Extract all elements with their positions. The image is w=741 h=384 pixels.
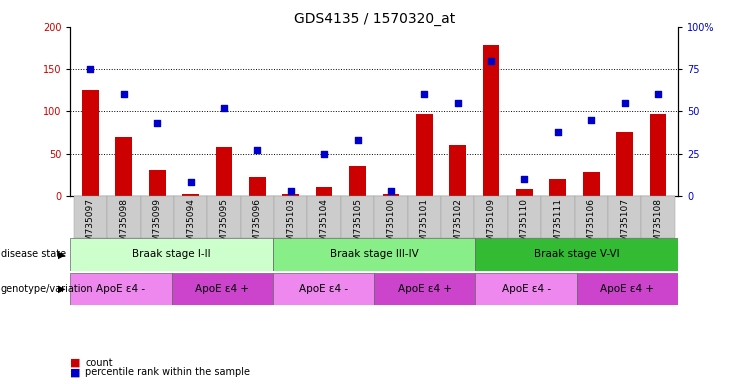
- Point: [419, 91, 431, 98]
- Bar: [476, 273, 576, 305]
- Bar: [650, 114, 666, 196]
- Bar: [474, 196, 508, 238]
- Point: [452, 100, 464, 106]
- Bar: [216, 147, 233, 196]
- Text: GSM735105: GSM735105: [353, 198, 362, 253]
- Text: percentile rank within the sample: percentile rank within the sample: [85, 367, 250, 377]
- Text: ApoE ε4 -: ApoE ε4 -: [502, 284, 551, 294]
- Text: GSM735100: GSM735100: [386, 198, 396, 253]
- Point: [619, 100, 631, 106]
- Text: ApoE ε4 +: ApoE ε4 +: [398, 284, 452, 294]
- Bar: [441, 196, 474, 238]
- Point: [218, 105, 230, 111]
- Bar: [172, 273, 273, 305]
- Point: [519, 176, 531, 182]
- Bar: [273, 273, 374, 305]
- Bar: [408, 196, 441, 238]
- Bar: [149, 170, 165, 196]
- Point: [251, 147, 263, 153]
- Point: [84, 66, 96, 72]
- Text: GSM735110: GSM735110: [520, 198, 529, 253]
- Text: ▶: ▶: [58, 249, 65, 260]
- Bar: [316, 187, 333, 196]
- Point: [485, 58, 497, 64]
- Bar: [550, 179, 566, 196]
- Text: GSM735095: GSM735095: [219, 198, 228, 253]
- Text: ApoE ε4 -: ApoE ε4 -: [299, 284, 348, 294]
- Bar: [382, 194, 399, 196]
- Text: GSM735099: GSM735099: [153, 198, 162, 253]
- Bar: [416, 114, 433, 196]
- Bar: [141, 196, 174, 238]
- Text: GSM735101: GSM735101: [420, 198, 429, 253]
- Bar: [182, 194, 199, 196]
- Bar: [70, 238, 273, 271]
- Bar: [70, 273, 172, 305]
- Text: GSM735096: GSM735096: [253, 198, 262, 253]
- Text: ApoE ε4 +: ApoE ε4 +: [196, 284, 249, 294]
- Bar: [241, 196, 274, 238]
- Text: ■: ■: [70, 367, 81, 377]
- Text: count: count: [85, 358, 113, 368]
- Bar: [341, 196, 374, 238]
- Bar: [274, 196, 308, 238]
- Point: [585, 117, 597, 123]
- Text: GSM735102: GSM735102: [453, 198, 462, 253]
- Text: GSM735109: GSM735109: [487, 198, 496, 253]
- Text: genotype/variation: genotype/variation: [1, 284, 93, 294]
- Text: Braak stage V-VI: Braak stage V-VI: [534, 249, 619, 260]
- Bar: [74, 196, 107, 238]
- Point: [652, 91, 664, 98]
- Text: ApoE ε4 +: ApoE ε4 +: [600, 284, 654, 294]
- Bar: [374, 196, 408, 238]
- Point: [318, 151, 330, 157]
- Bar: [574, 196, 608, 238]
- Bar: [207, 196, 241, 238]
- Point: [118, 91, 130, 98]
- Bar: [374, 273, 476, 305]
- Bar: [273, 238, 476, 271]
- Text: Braak stage III-IV: Braak stage III-IV: [330, 249, 419, 260]
- Bar: [508, 196, 541, 238]
- Bar: [641, 196, 674, 238]
- Bar: [107, 196, 141, 238]
- Bar: [576, 273, 678, 305]
- Bar: [516, 189, 533, 196]
- Text: ▶: ▶: [58, 284, 65, 294]
- Text: GSM735094: GSM735094: [186, 198, 195, 253]
- Bar: [608, 196, 641, 238]
- Point: [385, 188, 397, 194]
- Text: GSM735104: GSM735104: [319, 198, 328, 253]
- Text: GSM735097: GSM735097: [86, 198, 95, 253]
- Point: [185, 179, 196, 185]
- Bar: [482, 45, 499, 196]
- Bar: [349, 166, 366, 196]
- Bar: [476, 238, 678, 271]
- Bar: [116, 137, 132, 196]
- Bar: [174, 196, 207, 238]
- Text: GSM735103: GSM735103: [286, 198, 295, 253]
- Text: Braak stage I-II: Braak stage I-II: [133, 249, 211, 260]
- Bar: [249, 177, 266, 196]
- Point: [351, 137, 363, 143]
- Point: [552, 129, 564, 135]
- Bar: [308, 196, 341, 238]
- Text: GSM735111: GSM735111: [554, 198, 562, 253]
- Text: GSM735108: GSM735108: [654, 198, 662, 253]
- Text: GSM735098: GSM735098: [119, 198, 128, 253]
- Bar: [541, 196, 574, 238]
- Bar: [282, 194, 299, 196]
- Text: disease state: disease state: [1, 249, 66, 260]
- Bar: [583, 172, 599, 196]
- Text: ApoE ε4 -: ApoE ε4 -: [96, 284, 145, 294]
- Title: GDS4135 / 1570320_at: GDS4135 / 1570320_at: [293, 12, 455, 26]
- Bar: [617, 132, 633, 196]
- Text: ■: ■: [70, 358, 81, 368]
- Bar: [449, 145, 466, 196]
- Text: GSM735107: GSM735107: [620, 198, 629, 253]
- Point: [151, 120, 163, 126]
- Text: GSM735106: GSM735106: [587, 198, 596, 253]
- Point: [285, 188, 296, 194]
- Bar: [82, 90, 99, 196]
